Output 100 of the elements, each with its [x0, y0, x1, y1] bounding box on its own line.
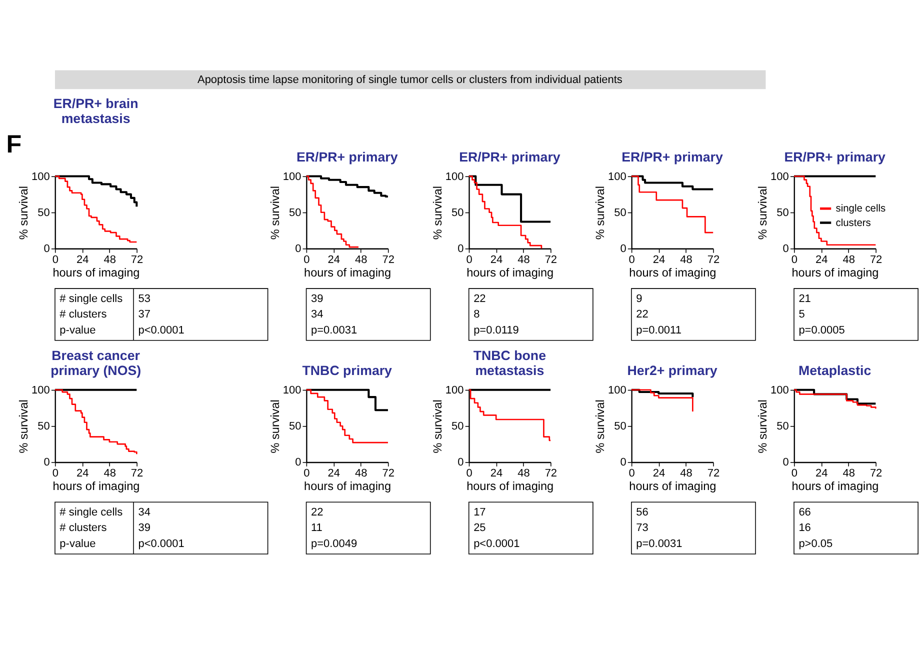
y-axis-title: % survival: [18, 400, 31, 454]
y-tick-label: 50: [614, 206, 626, 219]
x-tick-label: 24: [490, 468, 503, 480]
chart-title: TNBC bone metastasis: [473, 348, 546, 378]
y-axis-title: % survival: [18, 186, 31, 240]
x-tick-label: 24: [76, 254, 89, 266]
text: p-value: [60, 324, 96, 336]
x-tick-label: 24: [652, 254, 666, 266]
y-axis-title: % survival: [431, 186, 444, 240]
text: # clusters: [60, 308, 108, 321]
x-tick-label: 48: [355, 254, 368, 266]
x-tick-label: 24: [815, 468, 828, 480]
x-tick-label: 48: [518, 468, 530, 480]
text: 37: [138, 308, 150, 321]
x-tick-label: 72: [544, 254, 558, 266]
y-tick-label: 0: [44, 456, 50, 469]
text: p=0.0011: [636, 324, 682, 336]
x-axis-title: hours of imaging: [52, 480, 140, 493]
text: 34: [138, 506, 150, 519]
text: 9: [636, 292, 642, 305]
y-axis-title: % survival: [268, 186, 282, 240]
text: p<0.0001: [138, 538, 184, 550]
x-axis-title: hours of imaging: [466, 266, 554, 280]
text: 25: [474, 522, 486, 534]
x-tick-label: 72: [707, 254, 720, 266]
text: 34: [311, 308, 324, 321]
x-tick-label: 48: [842, 468, 855, 480]
y-tick-label: 50: [776, 206, 789, 219]
text: 8: [474, 308, 480, 321]
y-tick-label: 50: [614, 420, 626, 433]
y-axis-title: % survival: [594, 186, 608, 240]
chart-title: ER/PR+ brain metastasis: [53, 96, 138, 126]
y-tick-label: 100: [32, 384, 50, 396]
y-tick-label: 100: [770, 170, 789, 183]
y-tick-label: 0: [295, 456, 302, 469]
text: p>0.05: [798, 538, 833, 550]
x-tick-label: 48: [680, 254, 692, 266]
text: 53: [138, 292, 150, 305]
y-axis-title: % survival: [756, 186, 770, 240]
x-axis-title: hours of imaging: [304, 266, 392, 280]
y-tick-label: 50: [288, 420, 302, 433]
text: 39: [138, 522, 150, 534]
y-axis-title: % survival: [431, 400, 444, 454]
x-axis-title: hours of imaging: [52, 266, 140, 280]
text: p-value: [60, 538, 96, 550]
y-tick-label: 0: [458, 456, 464, 469]
chart-title: ER/PR+ primary: [622, 149, 724, 164]
text: # clusters: [60, 522, 108, 534]
y-tick-label: 100: [282, 384, 302, 396]
x-axis-title: hours of imaging: [792, 266, 879, 280]
text: # single cells: [60, 292, 124, 305]
text: p<0.0001: [138, 324, 184, 336]
chart-title: ER/PR+ primary: [784, 149, 886, 164]
text: 66: [798, 506, 811, 519]
x-tick-label: 0: [304, 468, 310, 480]
y-tick-label: 0: [620, 243, 626, 256]
x-tick-label: 48: [842, 254, 855, 266]
text: 16: [798, 522, 811, 534]
text: 39: [311, 292, 324, 305]
legend-label: single cells: [836, 204, 886, 215]
x-tick-label: 48: [355, 468, 368, 480]
text: 5: [798, 308, 805, 321]
y-tick-label: 50: [452, 206, 464, 219]
text: p=0.0049: [311, 538, 358, 550]
x-tick-label: 0: [791, 254, 798, 266]
x-tick-label: 48: [680, 468, 692, 480]
x-axis-title: hours of imaging: [466, 480, 554, 493]
text: 56: [636, 506, 648, 519]
y-tick-label: 0: [620, 456, 626, 469]
x-tick-label: 72: [707, 468, 720, 480]
x-tick-label: 24: [490, 254, 503, 266]
text: 11: [311, 522, 322, 534]
text: 73: [636, 522, 648, 534]
text: 21: [798, 292, 811, 305]
y-tick-label: 0: [458, 243, 464, 256]
x-tick-label: 0: [52, 468, 58, 480]
text: 17: [474, 506, 486, 519]
x-axis-title: hours of imaging: [304, 480, 392, 493]
y-tick-label: 0: [295, 243, 302, 256]
y-tick-label: 100: [32, 170, 50, 183]
x-axis-title: hours of imaging: [629, 480, 716, 493]
x-axis-title: hours of imaging: [629, 266, 716, 280]
text: # single cells: [60, 506, 124, 519]
text: p<0.0001: [474, 538, 520, 550]
y-tick-label: 50: [452, 420, 464, 433]
x-tick-label: 0: [52, 254, 58, 266]
y-tick-label: 100: [608, 170, 626, 183]
y-tick-label: 0: [782, 243, 789, 256]
x-tick-label: 24: [815, 254, 828, 266]
legend-label: clusters: [836, 218, 871, 229]
y-tick-label: 0: [44, 243, 50, 256]
x-tick-label: 72: [130, 254, 144, 266]
x-tick-label: 72: [870, 468, 882, 480]
x-tick-label: 24: [328, 468, 340, 480]
x-tick-label: 0: [466, 254, 472, 266]
chart-title: Her2+ primary: [627, 362, 718, 378]
y-tick-label: 100: [445, 170, 464, 183]
y-axis-title: % survival: [594, 400, 608, 454]
x-tick-label: 24: [76, 468, 89, 480]
y-tick-label: 50: [776, 420, 789, 433]
